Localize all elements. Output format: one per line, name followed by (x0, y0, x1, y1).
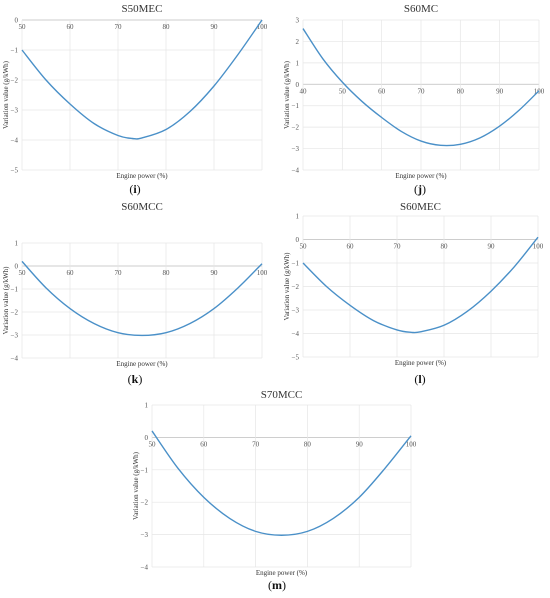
y-tick-label: −3 (141, 531, 149, 539)
y-tick-label: 0 (296, 81, 300, 89)
x-tick-label: 40 (300, 87, 308, 95)
x-tick-label: 70 (115, 269, 123, 277)
y-tick-label: −3 (292, 145, 300, 153)
y-axis-label: Variation value (g/kWh) (2, 266, 10, 335)
y-tick-label: −4 (292, 330, 300, 338)
y-tick-label: 0 (15, 263, 19, 271)
panel-caption-m: (m) (268, 578, 286, 592)
x-tick-label: 60 (378, 87, 386, 95)
series-line (151, 430, 412, 536)
chart-svg-m: S70MCC 1 0 −1 −2 −3 −4 50 60 70 80 90 100 Variation v… (132, 389, 417, 577)
x-tick-label: 80 (163, 23, 171, 31)
x-tick-label: 50 (339, 87, 347, 95)
y-tick-label: −2 (141, 499, 149, 507)
x-tick-label: 90 (211, 23, 219, 31)
y-axis-label: Variation value (g/kWh) (283, 252, 291, 321)
x-axis-label: Engine power (%) (116, 360, 168, 368)
x-tick-label: 70 (252, 440, 260, 448)
x-tick-label: 80 (163, 269, 171, 277)
x-axis-label: Engine power (%) (395, 172, 447, 180)
y-tick-label: −4 (292, 167, 300, 175)
x-tick-label: 50 (300, 243, 308, 251)
series-line (302, 236, 539, 334)
y-tick-label: 1 (296, 59, 300, 67)
y-tick-label: 0 (296, 236, 300, 244)
chart-panel-l: S60MEC 1 0 −1 −2 −3 −4 −5 50 60 70 80 90 100 Variation… (275, 200, 550, 375)
panel-caption-i: (i) (129, 182, 141, 196)
panel-caption-j: (j) (414, 182, 426, 196)
y-tick-label: −1 (292, 260, 300, 268)
y-tick-label: 0 (15, 17, 19, 25)
x-tick-label: 90 (356, 440, 364, 448)
chart-panel-i: S50MEC 0 −1 −2 −3 −4 −5 50 60 70 80 90 100 Variation … (0, 0, 275, 180)
y-tick-label: −3 (11, 107, 19, 115)
y-tick-label: −4 (141, 564, 149, 572)
x-tick-label: 80 (304, 440, 312, 448)
x-tick-label: 100 (533, 243, 544, 251)
chart-panel-m: S70MCC 1 0 −1 −2 −3 −4 50 60 70 80 90 100 Variation v… (132, 389, 420, 580)
y-tick-label: −3 (11, 332, 19, 340)
y-tick-label: −4 (11, 355, 19, 363)
x-tick-label: 70 (394, 243, 402, 251)
x-tick-label: 90 (211, 269, 219, 277)
chart-title: S60MC (404, 3, 438, 15)
y-axis-label: Variation value (g/kWh) (2, 60, 10, 129)
y-tick-label: −3 (292, 307, 300, 315)
chart-svg-i: S50MEC 0 −1 −2 −3 −4 −5 50 60 70 80 90 100 Variation … (2, 3, 268, 180)
x-tick-label: 100 (406, 440, 417, 448)
y-tick-label: 0 (145, 434, 149, 442)
x-tick-label: 50 (19, 269, 27, 277)
x-tick-label: 80 (441, 243, 449, 251)
x-axis-label: Engine power (%) (116, 172, 168, 180)
x-tick-label: 50 (19, 23, 27, 31)
y-tick-label: −2 (292, 283, 300, 291)
x-tick-label: 100 (257, 23, 268, 31)
y-tick-label: 1 (15, 240, 19, 248)
series-line (302, 28, 540, 147)
y-tick-label: −1 (11, 47, 19, 55)
x-tick-label: 60 (67, 23, 75, 31)
x-tick-label: 60 (67, 269, 75, 277)
y-tick-label: 1 (145, 402, 149, 410)
series-line (21, 260, 263, 337)
x-tick-label: 50 (149, 440, 157, 448)
y-tick-label: −2 (11, 309, 19, 317)
x-tick-label: 100 (257, 269, 268, 277)
chart-title: S60MEC (400, 201, 441, 213)
y-axis-label: Variation value (g/kWh) (132, 451, 140, 520)
y-tick-label: −1 (141, 466, 149, 474)
y-axis-label: Variation value (g/kWh) (283, 60, 291, 129)
chart-title: S60MCC (121, 201, 163, 213)
y-tick-label: 2 (296, 38, 300, 46)
x-tick-label: 80 (457, 87, 465, 95)
y-tick-label: −1 (11, 286, 19, 294)
y-tick-label: −2 (292, 124, 300, 132)
chart-svg-k: S60MCC 1 0 −1 −2 −3 −4 50 60 70 80 90 100 Variation v… (2, 201, 268, 368)
y-tick-label: −4 (11, 137, 19, 145)
chart-title: S50MEC (122, 3, 163, 15)
y-tick-label: 1 (296, 213, 300, 221)
chart-panel-j: S60MC 3 2 1 0 −1 −2 −3 −4 40 50 60 70 80 90 100 Variatio… (275, 0, 550, 180)
series-line (21, 19, 263, 140)
y-tick-label: −5 (11, 167, 19, 175)
x-tick-label: 60 (200, 440, 208, 448)
panel-caption-l: (l) (414, 372, 426, 386)
y-tick-label: −1 (292, 102, 300, 110)
chart-title: S70MCC (261, 389, 303, 401)
panel-caption-k: (k) (127, 372, 143, 386)
x-tick-label: 70 (115, 23, 123, 31)
x-axis-label: Engine power (%) (395, 359, 447, 367)
x-tick-label: 70 (418, 87, 426, 95)
y-tick-label: 3 (296, 17, 300, 25)
chart-panel-k: S60MCC 1 0 −1 −2 −3 −4 50 60 70 80 90 100 Variation v… (0, 200, 275, 375)
x-axis-label: Engine power (%) (256, 569, 308, 577)
x-tick-label: 90 (488, 243, 496, 251)
y-tick-label: −5 (292, 354, 300, 362)
y-tick-label: −2 (11, 77, 19, 85)
x-tick-label: 60 (347, 243, 355, 251)
x-tick-label: 90 (496, 87, 504, 95)
chart-svg-l: S60MEC 1 0 −1 −2 −3 −4 −5 50 60 70 80 90 100 Variation… (283, 201, 544, 367)
